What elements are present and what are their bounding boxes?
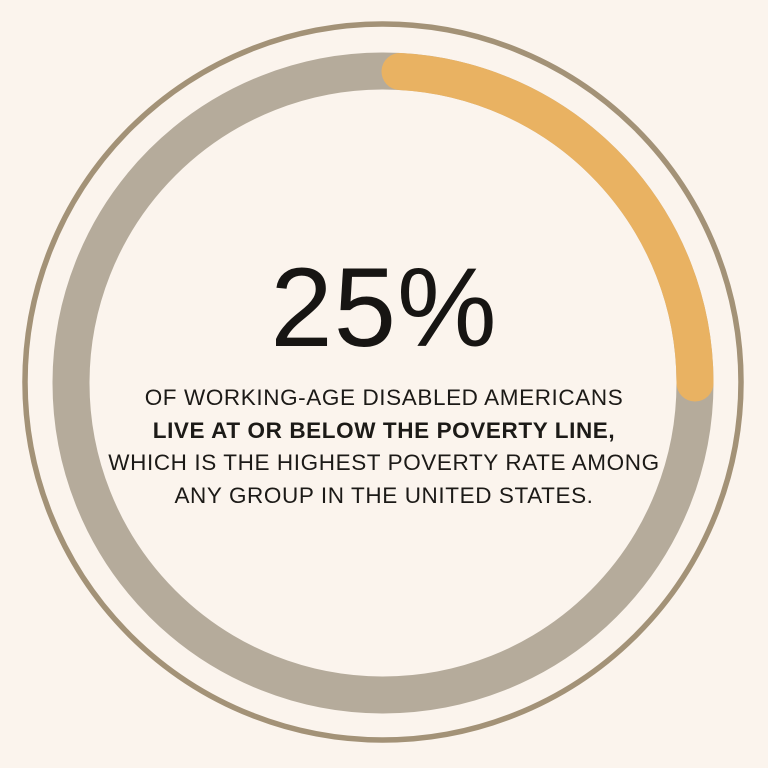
ring-progress-arc xyxy=(381,53,714,402)
stat-description-line-1: OF WORKING-AGE DISABLED AMERICANS xyxy=(144,385,624,410)
stat-description-line-3: WHICH IS THE HIGHEST POVERTY RATE AMONG xyxy=(108,450,660,475)
stat-description: OF WORKING-AGE DISABLED AMERICANS LIVE A… xyxy=(0,382,768,512)
stat-description-line-4: ANY GROUP IN THE UNITED STATES. xyxy=(174,482,594,508)
outer-thin-circle xyxy=(22,21,744,743)
stat-value: 25% xyxy=(270,245,498,370)
stat-description-line-2: LIVE AT OR BELOW THE POVERTY LINE, xyxy=(152,417,616,443)
